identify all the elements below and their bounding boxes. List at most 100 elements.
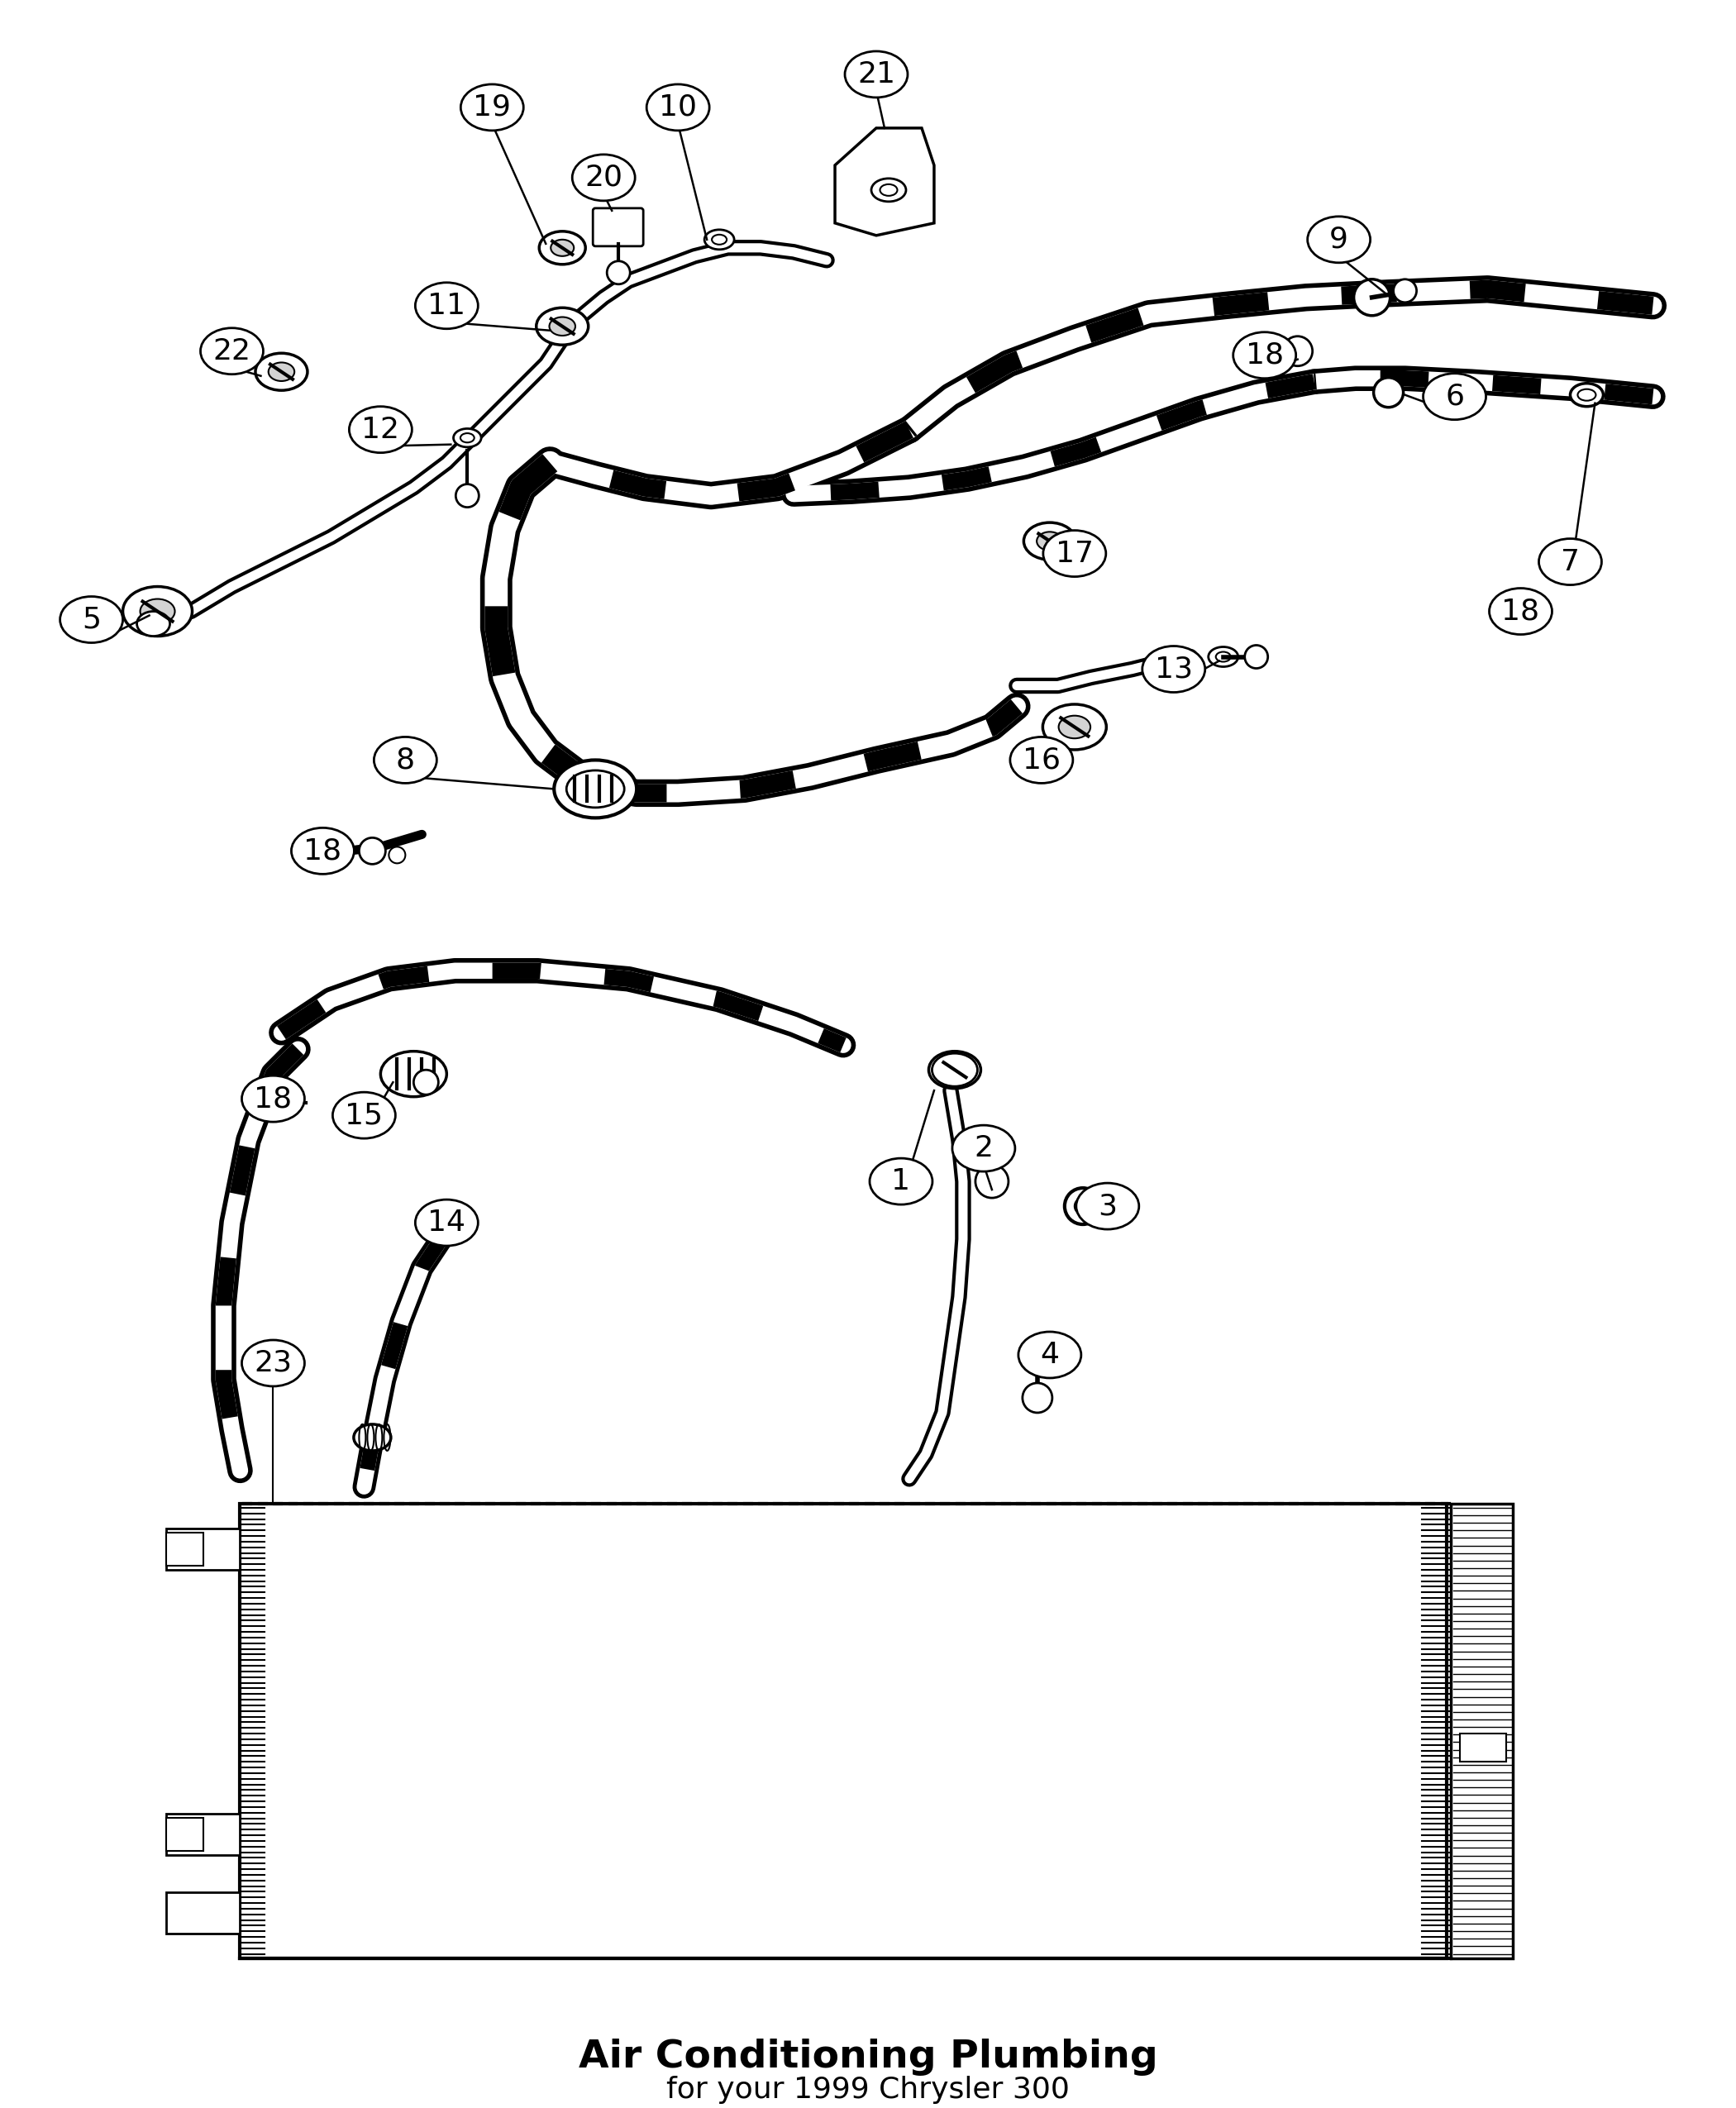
Ellipse shape <box>61 597 123 643</box>
Ellipse shape <box>1142 645 1205 691</box>
Text: 15: 15 <box>345 1100 384 1130</box>
Circle shape <box>413 1071 439 1094</box>
Text: 13: 13 <box>1154 656 1193 683</box>
Circle shape <box>259 1088 288 1117</box>
Polygon shape <box>240 1503 1446 1958</box>
Text: 6: 6 <box>1444 382 1463 411</box>
Text: 3: 3 <box>1099 1193 1116 1221</box>
Ellipse shape <box>141 599 175 624</box>
Text: 18: 18 <box>304 837 342 864</box>
Circle shape <box>306 835 339 868</box>
Ellipse shape <box>573 154 635 200</box>
Polygon shape <box>165 1817 203 1851</box>
Circle shape <box>1503 594 1536 628</box>
Ellipse shape <box>1578 390 1595 401</box>
Circle shape <box>389 847 406 864</box>
Ellipse shape <box>871 179 906 202</box>
Ellipse shape <box>705 230 734 249</box>
Ellipse shape <box>712 234 727 245</box>
Text: 9: 9 <box>1330 226 1349 253</box>
Text: 10: 10 <box>660 93 696 122</box>
Ellipse shape <box>415 1199 477 1246</box>
Text: 17: 17 <box>1055 540 1094 567</box>
Text: 2: 2 <box>974 1134 993 1162</box>
Text: 16: 16 <box>1023 746 1061 774</box>
Polygon shape <box>835 129 934 236</box>
Text: Air Conditioning Plumbing: Air Conditioning Plumbing <box>578 2038 1158 2076</box>
Ellipse shape <box>941 1060 967 1079</box>
Text: 18: 18 <box>1502 597 1540 626</box>
Circle shape <box>1075 1197 1090 1214</box>
Circle shape <box>1245 645 1267 668</box>
Text: 21: 21 <box>858 61 896 89</box>
Ellipse shape <box>349 407 411 453</box>
Text: 23: 23 <box>253 1349 292 1377</box>
FancyBboxPatch shape <box>594 209 644 247</box>
Text: 18: 18 <box>1245 341 1283 369</box>
Ellipse shape <box>1043 531 1106 578</box>
Ellipse shape <box>554 761 637 818</box>
Ellipse shape <box>354 1425 391 1450</box>
Ellipse shape <box>200 329 264 375</box>
Circle shape <box>359 837 385 864</box>
Text: 19: 19 <box>474 93 510 122</box>
Text: for your 1999 Chrysler 300: for your 1999 Chrysler 300 <box>667 2076 1069 2104</box>
Ellipse shape <box>1010 738 1073 784</box>
Ellipse shape <box>1019 1332 1082 1379</box>
Polygon shape <box>165 1533 203 1566</box>
Ellipse shape <box>646 84 710 131</box>
Ellipse shape <box>1059 715 1090 738</box>
Ellipse shape <box>460 434 474 443</box>
Ellipse shape <box>1021 1339 1054 1362</box>
Ellipse shape <box>536 308 589 346</box>
Circle shape <box>1064 1189 1101 1225</box>
Text: 8: 8 <box>396 746 415 774</box>
Ellipse shape <box>415 282 477 329</box>
Text: 11: 11 <box>427 291 465 320</box>
Ellipse shape <box>1024 523 1076 561</box>
Polygon shape <box>165 1891 240 1933</box>
Ellipse shape <box>241 1341 304 1387</box>
Ellipse shape <box>1076 1183 1139 1229</box>
Circle shape <box>457 485 479 508</box>
Ellipse shape <box>241 1075 304 1121</box>
Polygon shape <box>1451 1503 1512 1958</box>
Ellipse shape <box>870 1157 932 1204</box>
Ellipse shape <box>566 769 625 807</box>
Text: 4: 4 <box>1040 1341 1059 1368</box>
Ellipse shape <box>880 183 898 196</box>
Text: 7: 7 <box>1561 548 1580 575</box>
Ellipse shape <box>845 51 908 97</box>
Ellipse shape <box>1043 704 1106 750</box>
Ellipse shape <box>1489 588 1552 635</box>
FancyBboxPatch shape <box>1460 1733 1505 1762</box>
Ellipse shape <box>453 428 481 447</box>
Ellipse shape <box>1424 373 1486 419</box>
Ellipse shape <box>460 84 524 131</box>
Ellipse shape <box>292 828 354 875</box>
Ellipse shape <box>1215 651 1231 662</box>
Ellipse shape <box>932 1054 977 1086</box>
Text: 22: 22 <box>214 337 252 365</box>
Text: 1: 1 <box>892 1168 911 1195</box>
Polygon shape <box>165 1813 240 1855</box>
Circle shape <box>1373 377 1403 407</box>
Text: 14: 14 <box>427 1208 465 1237</box>
Ellipse shape <box>269 363 295 382</box>
Circle shape <box>1354 278 1391 316</box>
Ellipse shape <box>380 1052 446 1096</box>
Ellipse shape <box>1208 647 1238 666</box>
Circle shape <box>1023 1383 1052 1412</box>
Ellipse shape <box>550 240 575 255</box>
Text: 5: 5 <box>82 605 101 635</box>
Circle shape <box>1283 337 1312 367</box>
Ellipse shape <box>1538 540 1602 584</box>
Ellipse shape <box>373 738 437 784</box>
Ellipse shape <box>123 586 193 637</box>
Ellipse shape <box>1036 531 1062 550</box>
Ellipse shape <box>255 354 307 390</box>
Ellipse shape <box>540 232 585 264</box>
Circle shape <box>976 1166 1009 1197</box>
Text: 20: 20 <box>585 164 623 192</box>
Circle shape <box>1394 278 1417 301</box>
